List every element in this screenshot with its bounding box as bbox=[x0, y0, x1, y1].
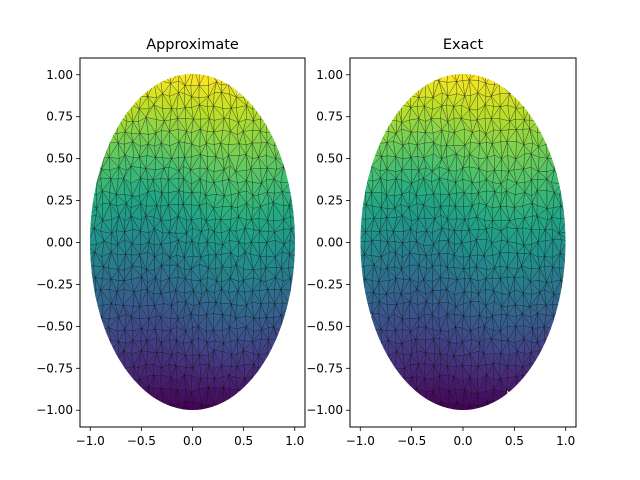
x-axis-exact: −1.0 −0.5 0.0 0.5 1.0 bbox=[346, 427, 575, 448]
x-axis-approximate: −1.0 −0.5 0.0 0.5 1.0 bbox=[76, 427, 304, 448]
mesh-triangle bbox=[454, 74, 462, 83]
y-tick-label: 0.25 bbox=[46, 194, 73, 208]
y-tick-label: −0.25 bbox=[306, 277, 343, 291]
y-tick-label: −1.00 bbox=[306, 403, 343, 417]
y-tick-label: 0.00 bbox=[46, 236, 73, 250]
y-tick-label: −1.00 bbox=[36, 403, 73, 417]
y-tick-label: 1.00 bbox=[46, 68, 73, 82]
y-tick-label: 0.00 bbox=[316, 236, 343, 250]
panel-title-exact: Exact bbox=[443, 37, 484, 53]
y-tick-label: 0.50 bbox=[46, 152, 73, 166]
y-tick-label: 0.75 bbox=[46, 110, 73, 124]
x-tick-label: −0.5 bbox=[397, 434, 426, 448]
y-tick-label: −0.75 bbox=[36, 361, 73, 375]
y-tick-label: −0.50 bbox=[36, 319, 73, 333]
x-tick-label: 0.5 bbox=[234, 434, 253, 448]
x-tick-label: 0.0 bbox=[453, 434, 472, 448]
y-tick-label: −0.25 bbox=[36, 277, 73, 291]
y-axis-approximate: 1.00 0.75 0.50 0.25 0.00 −0.25 −0.50 −0.75 −1.00 bbox=[36, 68, 80, 417]
y-tick-label: 1.00 bbox=[316, 68, 343, 82]
x-tick-label: −1.0 bbox=[76, 434, 105, 448]
y-tick-label: 0.75 bbox=[316, 110, 343, 124]
y-tick-label: −0.50 bbox=[306, 319, 343, 333]
mesh-triangle bbox=[199, 403, 207, 410]
mesh-triangle bbox=[198, 74, 208, 86]
y-tick-label: 0.50 bbox=[316, 152, 343, 166]
y-axis-exact: 1.00 0.75 0.50 0.25 0.00 −0.25 −0.50 −0.75 −1.00 bbox=[306, 68, 350, 417]
x-tick-label: 0.0 bbox=[183, 434, 202, 448]
y-tick-label: −0.75 bbox=[306, 361, 343, 375]
panel-title-approximate: Approximate bbox=[146, 37, 239, 53]
y-tick-label: 0.25 bbox=[316, 194, 343, 208]
x-tick-label: −1.0 bbox=[346, 434, 375, 448]
mesh-triangle bbox=[184, 74, 195, 86]
mesh-triangle bbox=[468, 74, 480, 81]
mesh-plot-exact bbox=[360, 74, 566, 410]
x-tick-label: 1.0 bbox=[285, 434, 304, 448]
exact-panel: Exact −1.0 −0.5 0.0 0.5 1.0 1.00 0.75 0.50 0.25… bbox=[306, 37, 577, 448]
x-tick-label: −0.5 bbox=[127, 434, 156, 448]
x-tick-label: 1.0 bbox=[556, 434, 575, 448]
x-tick-label: 0.5 bbox=[505, 434, 524, 448]
